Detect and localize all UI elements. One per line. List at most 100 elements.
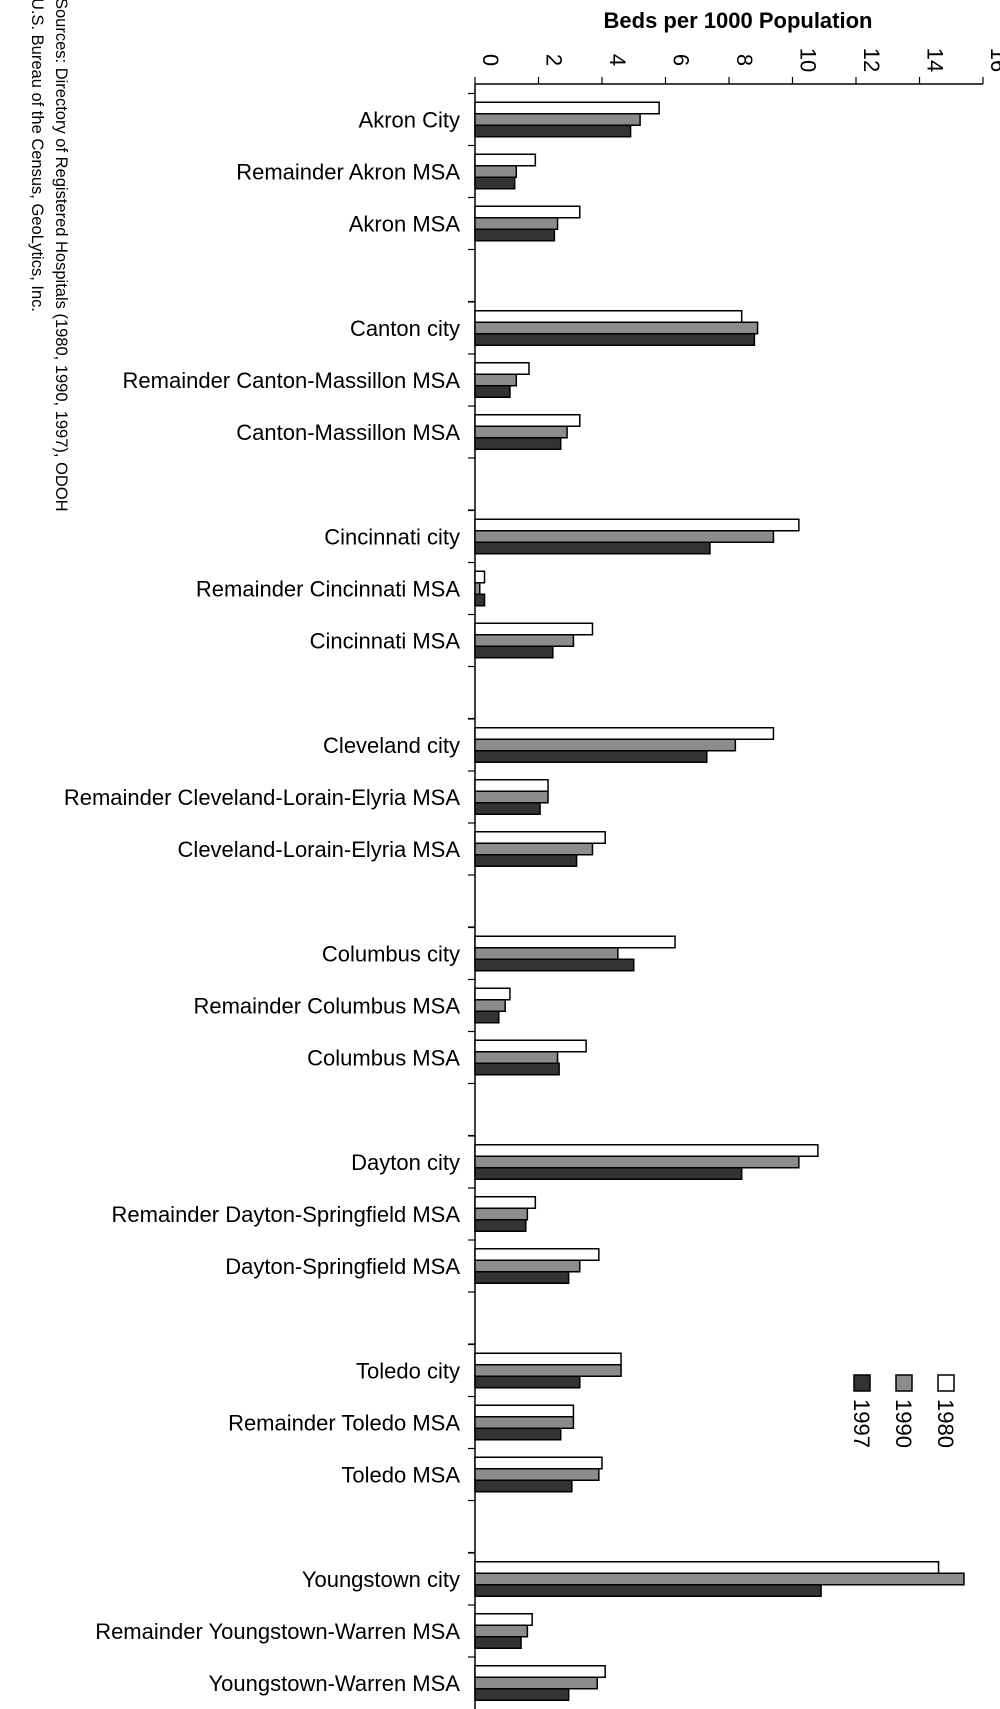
category-label: Toledo city	[356, 1359, 460, 1384]
bar-1980	[474, 1196, 537, 1209]
bar-1980	[474, 831, 606, 844]
bar-1980	[474, 362, 530, 375]
x-tick-label: 8	[732, 54, 757, 66]
bar-1990	[474, 1676, 598, 1690]
bar-1997	[474, 124, 632, 138]
bar-1980	[474, 101, 660, 115]
bars	[474, 101, 965, 1701]
bar-1990	[474, 165, 518, 178]
category-label: Remainder Cleveland-Lorain-Elyria MSA	[64, 785, 460, 810]
category-label: Canton city	[350, 316, 460, 341]
bar-1980	[474, 518, 800, 532]
x-tick-label: 4	[605, 54, 630, 66]
bar-1997	[474, 385, 511, 398]
bar-1980	[474, 1404, 575, 1418]
bar-1990	[474, 1259, 581, 1273]
bar-1990	[474, 113, 641, 126]
bar-1980	[474, 622, 594, 636]
category-label: Cincinnati MSA	[310, 629, 461, 654]
x-tick-label: 0	[478, 54, 503, 66]
bar-1997	[474, 333, 756, 346]
bar-1980	[474, 414, 581, 427]
bar-1990	[474, 530, 775, 543]
bar-1990	[474, 1207, 529, 1221]
category-label: Remainder Columbus MSA	[193, 994, 460, 1019]
bar-1990	[474, 790, 549, 804]
source-note: Sources: Directory of Registered Hospita…	[28, 0, 70, 512]
category-label: Canton-Massillon MSA	[236, 420, 460, 445]
bar-1980	[474, 153, 537, 167]
bar-1997	[474, 437, 562, 450]
bar-1997	[474, 645, 554, 659]
bar-1990	[474, 1468, 600, 1481]
bar-1990	[474, 217, 559, 230]
bar-1997	[474, 1688, 570, 1701]
category-label: Columbus MSA	[307, 1046, 460, 1071]
bar-1980	[474, 1613, 533, 1626]
bar-1990	[474, 999, 506, 1012]
category-label: Akron City	[359, 108, 460, 133]
bar-1990	[474, 1364, 622, 1377]
bar-1997	[474, 1479, 573, 1493]
bar-1990	[474, 373, 518, 387]
bar-1997	[474, 802, 541, 815]
source-line-2: U.S. Bureau of the Census, GeoLytics, In…	[28, 0, 46, 312]
x-tick-label: 6	[669, 54, 694, 66]
category-label: Cleveland-Lorain-Elyria MSA	[178, 837, 461, 862]
bar-1980	[474, 1248, 600, 1261]
bar-1990	[474, 842, 594, 856]
category-label: Remainder Akron MSA	[236, 160, 460, 185]
legend-swatch	[937, 1374, 955, 1392]
category-label: Youngstown city	[302, 1567, 460, 1592]
bar-1990	[474, 582, 481, 595]
bar-1997	[474, 750, 708, 763]
bar-1997	[474, 593, 486, 607]
bar-1990	[474, 947, 619, 960]
bar-1980	[474, 727, 775, 740]
bar-1980	[474, 570, 486, 584]
legend-swatch	[853, 1374, 871, 1392]
bar-1980	[474, 1456, 603, 1470]
category-label: Dayton-Springfield MSA	[225, 1254, 460, 1279]
bar-1980	[474, 1561, 940, 1574]
bar-1997	[474, 541, 711, 555]
category-label: Remainder Toledo MSA	[228, 1411, 460, 1436]
bar-1980	[474, 935, 676, 949]
x-axis-title: Beds per 1000 Population	[604, 8, 873, 33]
x-tick-label: 10	[796, 48, 821, 72]
bar-1990	[474, 1051, 559, 1064]
legend: 1980 1990 1997	[849, 1374, 958, 1448]
bar-1990	[474, 1624, 529, 1638]
bar-1997	[474, 1010, 500, 1024]
category-label: Akron MSA	[349, 212, 461, 237]
bar-1997	[474, 1167, 743, 1180]
bar-1980	[474, 1665, 606, 1678]
bar-1980	[474, 1352, 622, 1366]
bar-1990	[474, 425, 568, 439]
bar-1990	[474, 634, 575, 647]
category-label: Remainder Dayton-Springfield MSA	[112, 1202, 461, 1227]
category-label: Cincinnati city	[324, 525, 460, 550]
x-tick-label: 12	[859, 48, 884, 72]
category-label: Remainder Canton-Massillon MSA	[123, 368, 461, 393]
category-label: Remainder Youngstown-Warren MSA	[95, 1619, 460, 1644]
bar-1997	[474, 1271, 570, 1284]
bar-1997	[474, 228, 556, 242]
legend-label: 1990	[891, 1399, 916, 1448]
bar-1990	[474, 738, 737, 752]
bar-1990	[474, 321, 759, 335]
bar-1997	[474, 854, 578, 867]
bar-1980	[474, 1039, 587, 1053]
x-tick-label: 2	[542, 54, 567, 66]
bar-1997	[474, 1375, 581, 1389]
category-labels: Akron City Remainder Akron MSA Akron MSA Ca…	[64, 108, 460, 1697]
bar-1980	[474, 205, 581, 219]
bar-1980	[474, 310, 743, 323]
bar-1997	[474, 1219, 527, 1232]
legend-label: 1980	[933, 1399, 958, 1448]
category-label: Cleveland city	[323, 733, 460, 758]
bar-1980	[474, 779, 549, 792]
legend-swatch	[895, 1374, 913, 1392]
bar-1997	[474, 1062, 560, 1076]
